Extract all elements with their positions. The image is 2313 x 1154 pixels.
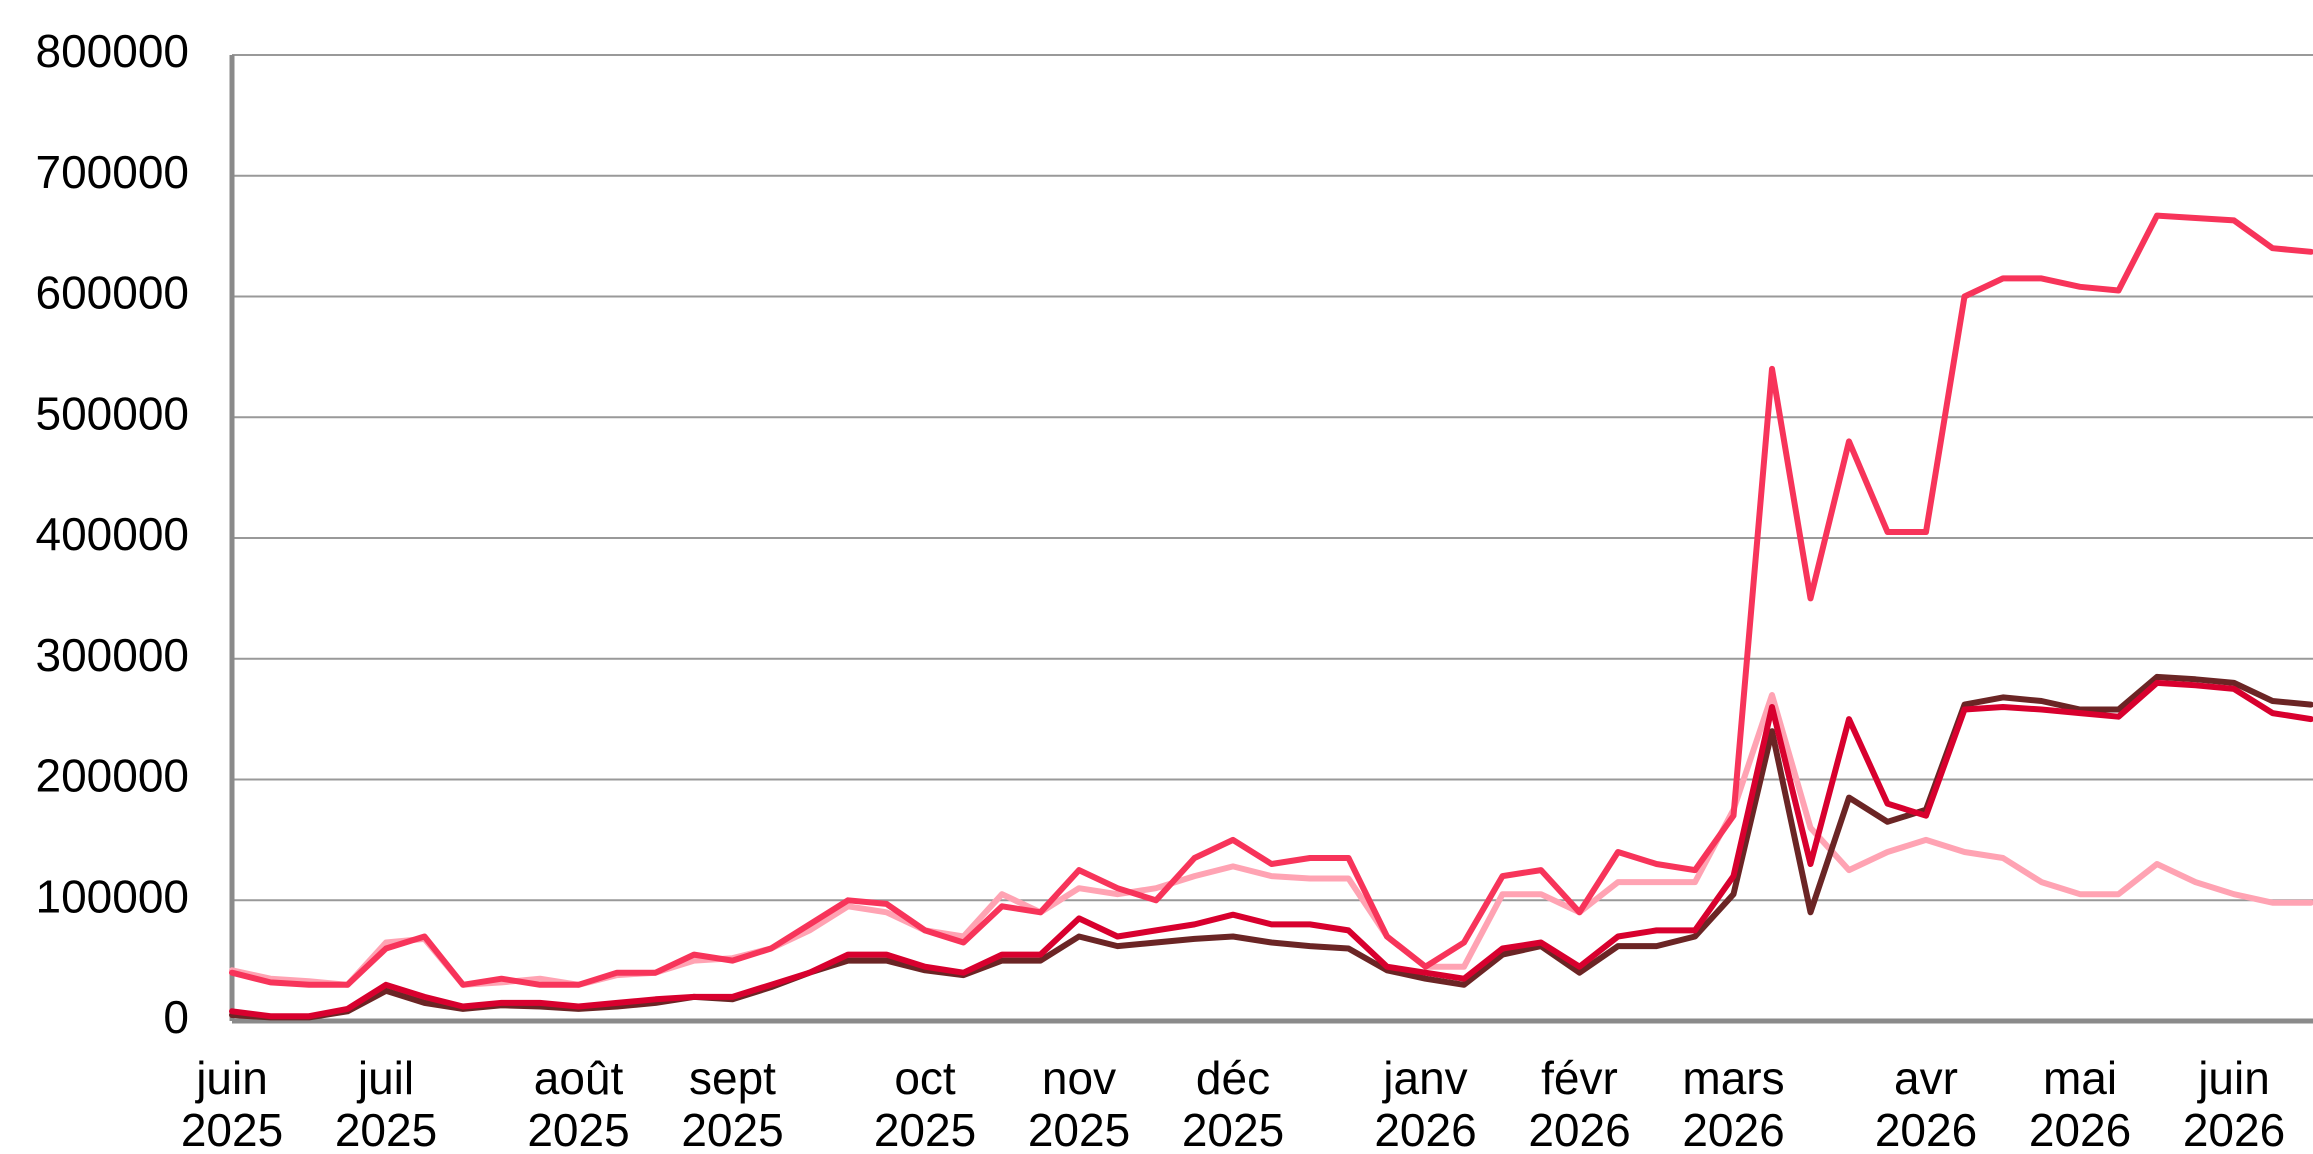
x-tick-label: avr 2026 bbox=[1874, 1052, 1978, 1154]
x-tick-label: juin 2026 bbox=[2182, 1052, 2286, 1154]
y-tick-label: 600000 bbox=[36, 267, 190, 319]
x-tick-label: juil 2025 bbox=[334, 1052, 438, 1154]
x-tick-label: oct 2025 bbox=[873, 1052, 977, 1154]
y-tick-label: 200000 bbox=[36, 750, 190, 802]
y-tick-label: 300000 bbox=[36, 629, 190, 681]
x-tick-label: août 2025 bbox=[527, 1052, 630, 1154]
y-tick-label: 800000 bbox=[36, 25, 190, 77]
y-tick-label: 0 bbox=[163, 991, 189, 1043]
series-line bbox=[229, 679, 2313, 1020]
x-tick-label: sept 2025 bbox=[681, 1052, 784, 1154]
x-tick-label: janv 2026 bbox=[1374, 1052, 1477, 1154]
x-tick-label: mars 2026 bbox=[1682, 1052, 1785, 1154]
series-line bbox=[229, 673, 2313, 1021]
y-tick-label: 400000 bbox=[36, 508, 190, 560]
x-tick-label: mai 2026 bbox=[2028, 1052, 2132, 1154]
x-tick-label: juin 2025 bbox=[180, 1052, 284, 1154]
y-tick-label: 100000 bbox=[36, 870, 190, 922]
series-line bbox=[229, 212, 2313, 988]
y-tick-label: 500000 bbox=[36, 387, 190, 439]
x-tick-label: févr 2026 bbox=[1528, 1052, 1631, 1154]
y-tick-label: 700000 bbox=[36, 146, 190, 198]
x-tick-label: déc 2025 bbox=[1181, 1052, 1285, 1154]
x-tick-label: nov 2025 bbox=[1027, 1052, 1131, 1154]
